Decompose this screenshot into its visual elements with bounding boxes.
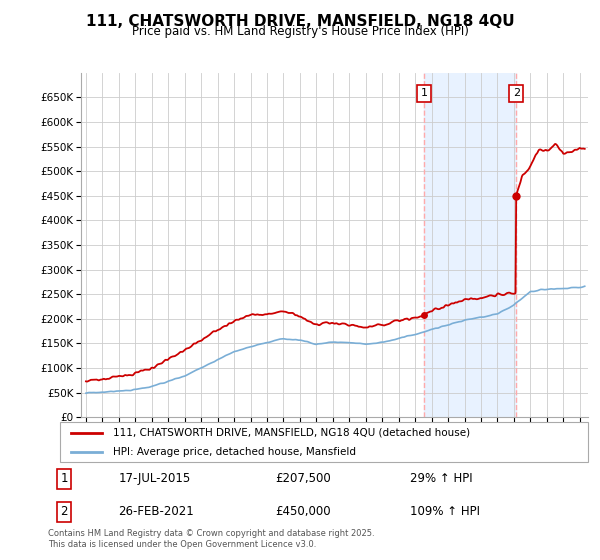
Text: £207,500: £207,500 xyxy=(275,472,331,486)
Text: 2: 2 xyxy=(513,88,520,99)
Text: HPI: Average price, detached house, Mansfield: HPI: Average price, detached house, Mans… xyxy=(113,447,356,457)
Text: 111, CHATSWORTH DRIVE, MANSFIELD, NG18 4QU: 111, CHATSWORTH DRIVE, MANSFIELD, NG18 4… xyxy=(86,14,514,29)
Text: £450,000: £450,000 xyxy=(275,505,331,519)
Text: 109% ↑ HPI: 109% ↑ HPI xyxy=(410,505,480,519)
Text: 26-FEB-2021: 26-FEB-2021 xyxy=(118,505,194,519)
Bar xyxy=(424,73,517,417)
Text: 2: 2 xyxy=(61,505,68,519)
FancyBboxPatch shape xyxy=(60,422,588,462)
Text: 1: 1 xyxy=(61,472,68,486)
Text: 17-JUL-2015: 17-JUL-2015 xyxy=(118,472,190,486)
Text: 29% ↑ HPI: 29% ↑ HPI xyxy=(410,472,472,486)
Text: 111, CHATSWORTH DRIVE, MANSFIELD, NG18 4QU (detached house): 111, CHATSWORTH DRIVE, MANSFIELD, NG18 4… xyxy=(113,428,470,438)
Text: Price paid vs. HM Land Registry's House Price Index (HPI): Price paid vs. HM Land Registry's House … xyxy=(131,25,469,38)
Text: 1: 1 xyxy=(421,88,428,99)
Text: Contains HM Land Registry data © Crown copyright and database right 2025.
This d: Contains HM Land Registry data © Crown c… xyxy=(48,529,374,549)
